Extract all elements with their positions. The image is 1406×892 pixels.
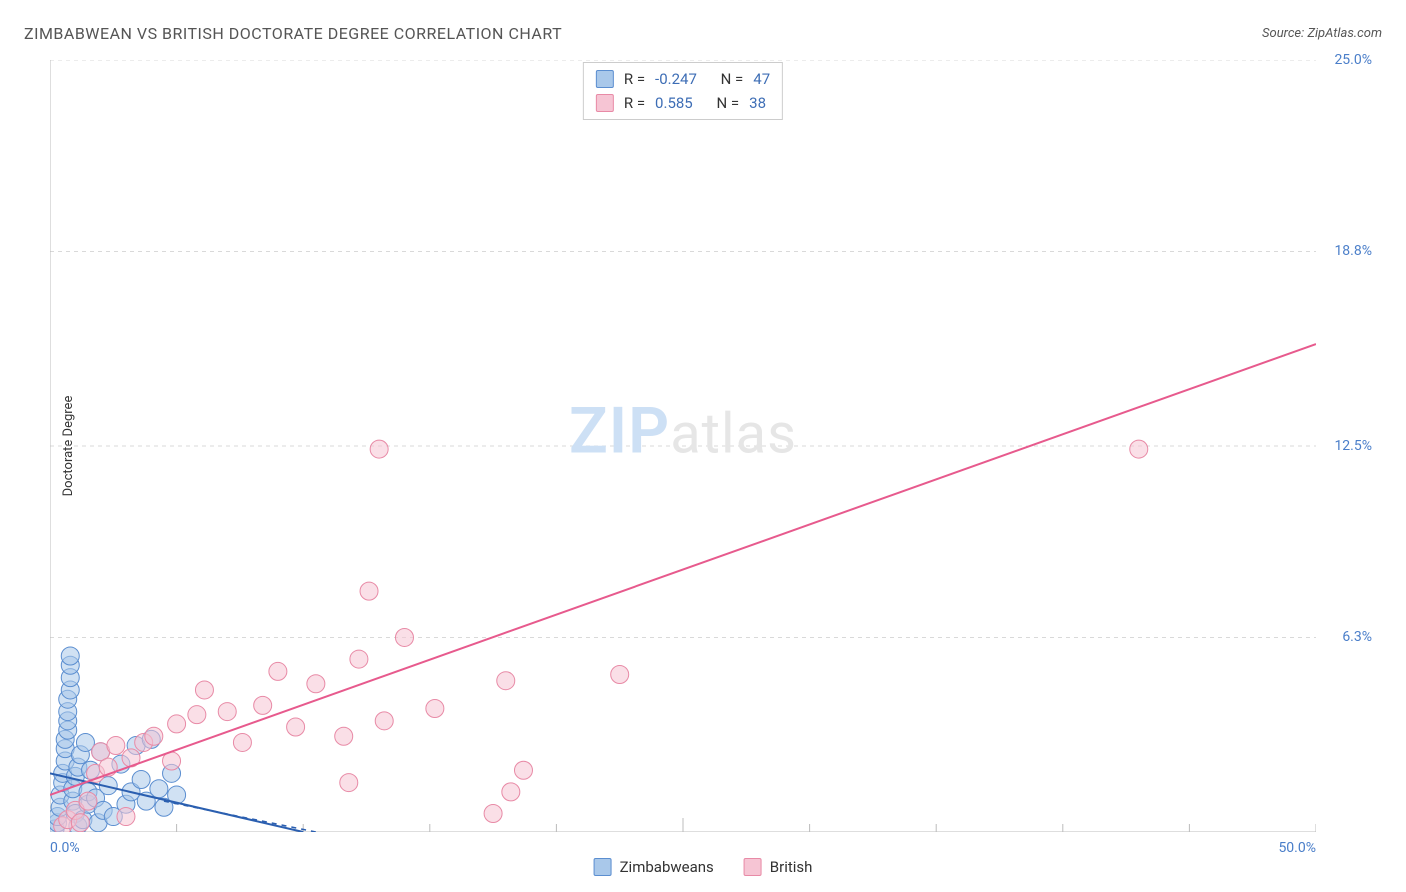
legend-label-2: British — [770, 858, 813, 876]
source-link[interactable]: ZipAtlas.com — [1307, 26, 1382, 41]
chart-title: ZIMBABWEAN VS BRITISH DOCTORATE DEGREE C… — [24, 24, 562, 43]
stats-row-1: R = -0.247 N = 47 — [596, 67, 770, 91]
legend-item-2: British — [744, 858, 813, 876]
source-attribution: Source: ZipAtlas.com — [1262, 26, 1382, 41]
y-tick-label: 25.0% — [1334, 52, 1372, 68]
stats-n-label-1: N = — [721, 67, 744, 91]
header-row: ZIMBABWEAN VS BRITISH DOCTORATE DEGREE C… — [24, 24, 1382, 43]
plot-wrap: Doctorate Degree ZIPatlas R = -0.247 N =… — [50, 60, 1376, 832]
stats-n-label-2: N = — [716, 91, 739, 115]
scatter-plot-svg — [50, 60, 1316, 832]
x-tick-label: 0.0% — [50, 840, 80, 856]
legend-item-1: Zimbabweans — [594, 858, 714, 876]
stats-box: R = -0.247 N = 47 R = 0.585 N = 38 — [583, 62, 783, 120]
stats-row-2: R = 0.585 N = 38 — [596, 91, 770, 115]
y-tick-label: 12.5% — [1334, 438, 1372, 454]
x-tick-label: 50.0% — [1278, 840, 1316, 856]
stats-r-val-2: 0.585 — [655, 91, 693, 115]
legend: Zimbabweans British — [594, 858, 813, 876]
stats-r-label-2: R = — [624, 91, 645, 115]
legend-swatch-1 — [594, 858, 612, 876]
legend-swatch-2 — [744, 858, 762, 876]
stats-n-val-2: 38 — [749, 91, 766, 115]
stats-r-label-1: R = — [624, 67, 645, 91]
source-prefix: Source: — [1262, 26, 1307, 41]
stats-r-val-1: -0.247 — [655, 67, 697, 91]
stats-swatch-2 — [596, 94, 614, 112]
stats-swatch-1 — [596, 70, 614, 88]
legend-label-1: Zimbabweans — [620, 858, 714, 876]
plot-area: ZIPatlas R = -0.247 N = 47 R = 0.585 — [50, 60, 1316, 832]
y-tick-label: 6.3% — [1342, 629, 1372, 645]
y-tick-label: 18.8% — [1334, 243, 1372, 259]
stats-n-val-1: 47 — [753, 67, 770, 91]
